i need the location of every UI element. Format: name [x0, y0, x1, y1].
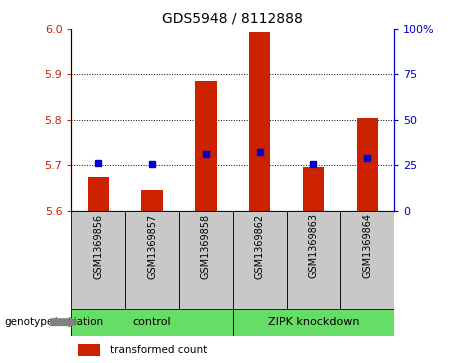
- Bar: [303, 167, 324, 211]
- Bar: [71, 211, 125, 309]
- Bar: [88, 176, 109, 211]
- Bar: [356, 118, 378, 211]
- Text: GSM1369856: GSM1369856: [93, 213, 103, 279]
- Text: GSM1369864: GSM1369864: [362, 213, 372, 278]
- Title: GDS5948 / 8112888: GDS5948 / 8112888: [162, 11, 303, 25]
- Bar: [142, 190, 163, 211]
- Text: transformed count: transformed count: [110, 345, 207, 355]
- Text: ZIPK knockdown: ZIPK knockdown: [268, 317, 359, 327]
- Text: GSM1369863: GSM1369863: [308, 213, 319, 278]
- Bar: [125, 211, 179, 309]
- Bar: [78, 344, 100, 356]
- Text: GSM1369858: GSM1369858: [201, 213, 211, 279]
- Bar: [233, 211, 287, 309]
- Text: genotype/variation: genotype/variation: [5, 317, 104, 327]
- Bar: [287, 211, 340, 309]
- Bar: [233, 309, 394, 336]
- Bar: [340, 211, 394, 309]
- Bar: [71, 309, 233, 336]
- Text: GSM1369857: GSM1369857: [147, 213, 157, 279]
- Bar: [249, 32, 271, 211]
- Bar: [179, 211, 233, 309]
- Text: GSM1369862: GSM1369862: [254, 213, 265, 279]
- Text: control: control: [133, 317, 171, 327]
- Bar: [195, 81, 217, 211]
